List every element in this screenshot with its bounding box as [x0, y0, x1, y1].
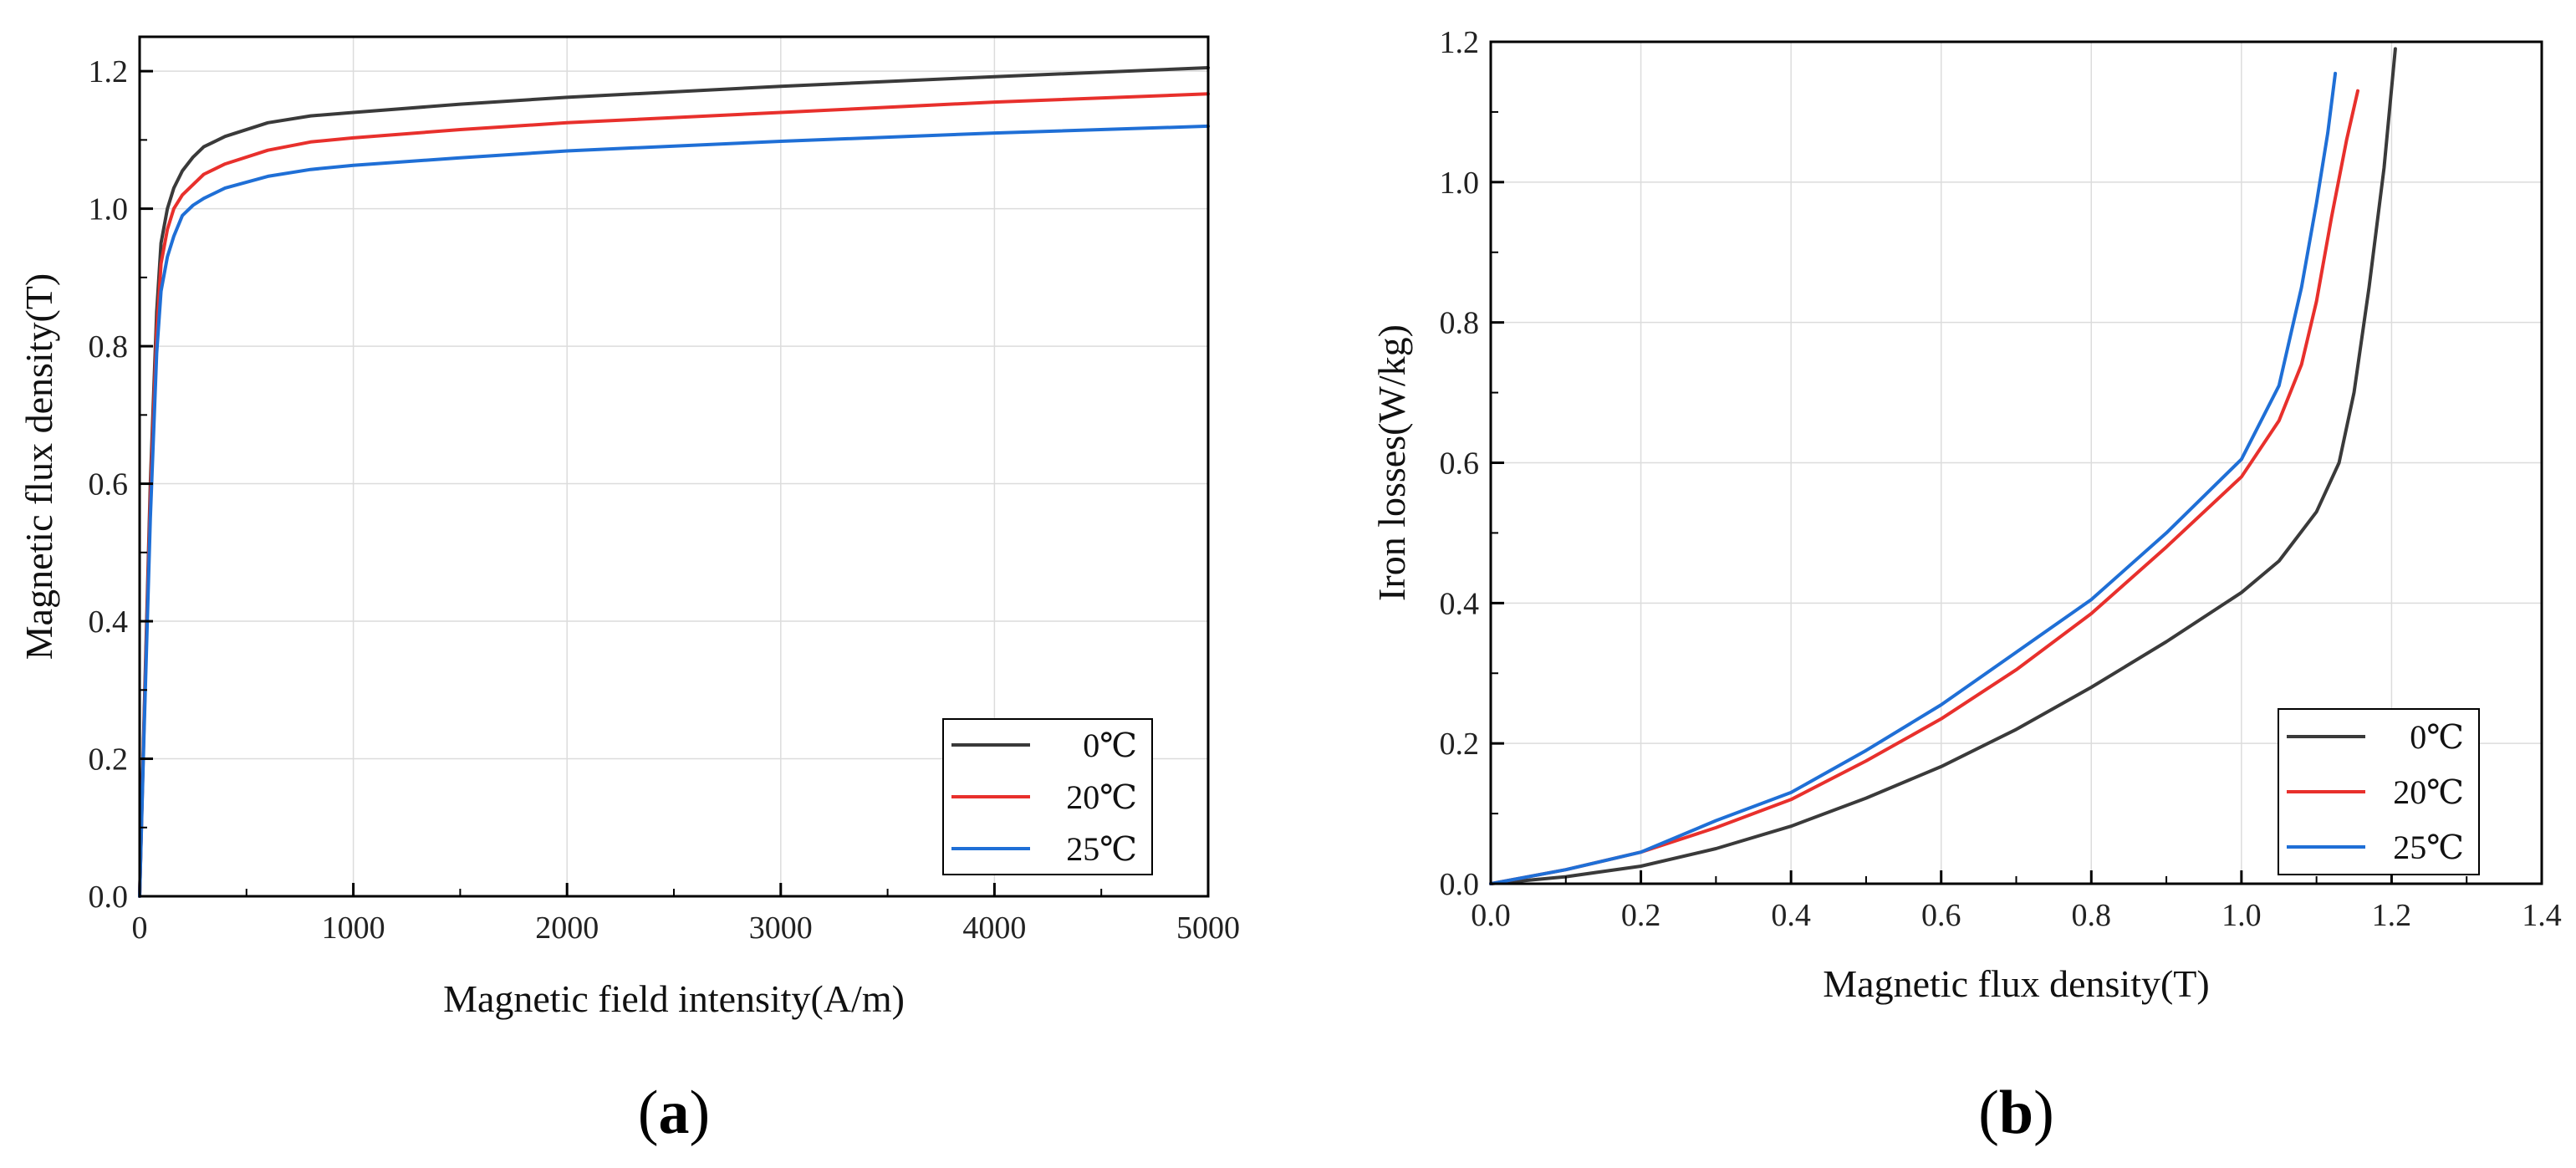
legend-label-b-1: 20℃ [2393, 773, 2464, 811]
legend-label-b-0: 0℃ [2410, 718, 2464, 756]
y-tick-label-b-2: 0.4 [1440, 586, 1480, 621]
y-tick-label-b-0: 0.0 [1440, 867, 1480, 902]
y-tick-label-a-0: 0.0 [89, 880, 129, 915]
legend-label-a-0: 0℃ [1083, 727, 1137, 764]
series-line-a-2 [138, 124, 1210, 898]
panel-label-close-paren-a: ) [690, 1079, 711, 1147]
panel-label-b: (b) [1978, 1079, 2053, 1147]
x-tick-label-b-2: 0.4 [1771, 898, 1811, 933]
x-tick-label-a-1: 1000 [322, 910, 385, 946]
panel-label-open-paren-a: ( [638, 1079, 659, 1147]
x-tick-label-a-4: 4000 [962, 910, 1026, 946]
x-tick-label-b-5: 1.0 [2221, 898, 2262, 933]
y-tick-label-b-6: 1.2 [1440, 25, 1480, 60]
panel-label-a: (a) [638, 1079, 710, 1147]
x-tick-label-b-7: 1.4 [2522, 898, 2562, 933]
panel-label-close-paren-b: ) [2033, 1079, 2054, 1147]
x-tick-label-a-2: 2000 [535, 910, 599, 946]
x-tick-label-b-0: 0.0 [1471, 898, 1511, 933]
panel-label-letter-b: b [1999, 1079, 2033, 1147]
chart-panel-a: 0 1000 2000 3000 4000 5000 0.0 0.2 0.4 0.6 0.8 1.0 1… [18, 35, 1240, 1147]
chart-panel-b: 0.0 0.2 0.4 0.6 0.8 1.0 1.2 1.4 0.0 0.2 0.4 0.6 0.8 1… [1370, 25, 2562, 1147]
legend-label-a-1: 20℃ [1066, 778, 1137, 816]
y-tick-label-a-5: 1.0 [89, 192, 129, 227]
series-line-b-2 [1489, 71, 2338, 885]
x-tick-label-b-1: 0.2 [1621, 898, 1661, 933]
y-tick-label-a-4: 0.8 [89, 329, 129, 365]
y-tick-label-b-4: 0.8 [1440, 306, 1480, 341]
x-axis-title-b: Magnetic flux density(T) [1823, 962, 2209, 1005]
y-tick-label-a-1: 0.2 [89, 742, 129, 778]
x-tick-label-b-4: 0.8 [2072, 898, 2112, 933]
y-axis-title-a: Magnetic flux density(T) [18, 273, 60, 660]
y-tick-label-a-6: 1.2 [89, 54, 129, 89]
x-tick-label-a-0: 0 [132, 910, 148, 946]
y-tick-label-b-3: 0.6 [1440, 446, 1480, 482]
x-tick-label-b-3: 0.6 [1921, 898, 1961, 933]
series-line-b-1 [1489, 89, 2359, 885]
x-tick-label-b-6: 1.2 [2372, 898, 2412, 933]
x-tick-label-a-3: 3000 [749, 910, 813, 946]
panel-label-letter-a: a [659, 1079, 690, 1147]
y-tick-label-b-5: 1.0 [1440, 166, 1480, 201]
y-tick-label-b-1: 0.2 [1440, 727, 1480, 762]
y-tick-label-a-3: 0.6 [89, 467, 129, 502]
series-line-b-0 [1489, 47, 2397, 885]
x-axis-title-a: Magnetic field intensity(A/m) [443, 977, 905, 1020]
legend-label-b-2: 25℃ [2393, 829, 2464, 866]
x-tick-label-a-5: 5000 [1176, 910, 1240, 946]
legend-label-a-2: 25℃ [1066, 830, 1137, 868]
y-tick-label-a-2: 0.4 [89, 604, 129, 640]
y-axis-title-b: Iron losses(W/kg) [1370, 324, 1413, 601]
panel-label-open-paren-b: ( [1978, 1079, 1999, 1147]
